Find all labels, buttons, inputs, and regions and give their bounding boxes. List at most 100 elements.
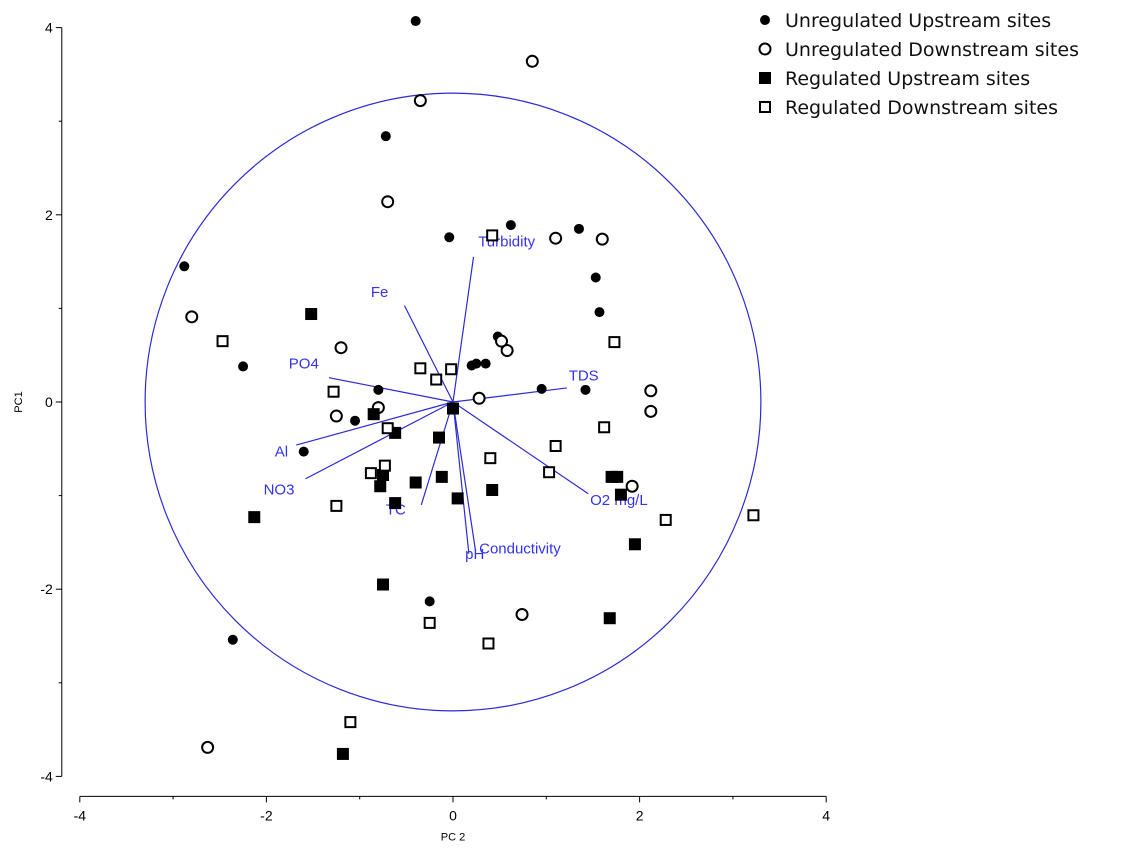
data-point [486, 229, 499, 242]
data-point [329, 409, 343, 423]
vector-turbidity [452, 256, 475, 403]
data-point [305, 308, 318, 321]
data-point [378, 459, 391, 472]
data-point [433, 431, 446, 444]
data-point [608, 336, 621, 349]
data-point [238, 361, 249, 372]
data-point [334, 341, 348, 355]
data-point [336, 747, 349, 760]
x-tick-label: -4 [74, 807, 87, 823]
correlation-circle-layer [144, 92, 762, 712]
data-point [298, 446, 309, 457]
legend-label: Regulated Downstream sites [785, 97, 1058, 119]
data-point [330, 499, 343, 512]
vector-label: Al [275, 443, 288, 460]
x-axis-title: PC 2 [441, 831, 465, 843]
data-point [580, 384, 591, 395]
data-point [423, 616, 436, 629]
legend-label: Regulated Upstream sites [785, 68, 1030, 90]
vector-label: Conductivity [479, 541, 561, 558]
data-point [447, 402, 459, 415]
data-point [179, 261, 190, 272]
vector-tds [452, 387, 567, 403]
data-point [614, 488, 627, 501]
data-point [495, 334, 509, 348]
data-point [482, 637, 495, 650]
axes: 4 2 0 -2 -4 -4 -2 0 2 4 PC 2 PC1 [13, 20, 830, 844]
data-point [543, 466, 556, 479]
data-point [500, 344, 514, 358]
data-point [484, 452, 497, 465]
vector-po4 [328, 377, 454, 403]
vector-layer: TurbidityFePO4TDSAlNO3TCpHConductivityO2… [264, 234, 648, 564]
data-point [444, 232, 455, 243]
data-point [435, 470, 448, 483]
data-point [595, 232, 609, 246]
data-point [409, 476, 422, 489]
data-point [381, 422, 394, 435]
data-point [525, 54, 539, 68]
vector-al [296, 401, 454, 446]
x-tick-label: 2 [636, 807, 644, 823]
y-tick-label: 0 [45, 394, 53, 410]
data-point [598, 421, 611, 434]
data-point [644, 384, 658, 398]
vector-conductivity [452, 401, 476, 550]
data-point [505, 220, 516, 231]
data-point [549, 231, 563, 245]
data-point [430, 373, 443, 386]
data-point [344, 716, 357, 729]
legend-marker [759, 101, 771, 113]
data-point [377, 578, 390, 591]
y-axis-title: PC1 [13, 391, 25, 412]
data-point [327, 385, 340, 398]
vector-label: Fe [371, 284, 389, 301]
y-tick-label: -4 [40, 768, 53, 784]
legend: Unregulated Upstream sites Unregulated Do… [758, 10, 1079, 119]
vector-o2-mg-l [452, 401, 589, 495]
data-point [389, 497, 402, 510]
data-point [414, 362, 427, 375]
vector-label: TDS [569, 367, 599, 384]
data-point [381, 195, 395, 209]
data-point [248, 511, 261, 524]
data-point [747, 509, 760, 522]
vector-label: pH [465, 546, 484, 563]
y-tick-label: 4 [45, 20, 53, 36]
vector-label: NO3 [264, 482, 295, 499]
data-point [185, 310, 199, 324]
x-tick-label: 0 [449, 807, 457, 823]
data-point [659, 513, 672, 526]
data-point [573, 223, 584, 234]
data-point [603, 612, 616, 625]
data-point [410, 16, 421, 27]
data-point [216, 335, 229, 348]
vector-label: PO4 [289, 355, 319, 372]
data-point [413, 94, 427, 108]
data-point [451, 492, 464, 505]
data-point [380, 131, 391, 142]
y-tick-label: -2 [40, 581, 53, 597]
x-tick-label: -2 [260, 807, 273, 823]
data-point [515, 607, 529, 621]
data-point [594, 307, 605, 318]
data-point [471, 358, 482, 369]
legend-label: Unregulated Downstream sites [785, 39, 1079, 61]
y-tick-label: 2 [45, 207, 53, 223]
data-point [644, 404, 658, 418]
legend-marker [758, 42, 772, 56]
vector-fe [403, 305, 454, 403]
vector-tc [420, 401, 454, 506]
data-point [486, 483, 499, 496]
legend-marker [760, 15, 770, 25]
data-point [536, 383, 547, 394]
vector-no3 [305, 401, 454, 480]
data-point [364, 467, 377, 480]
data-point [374, 480, 387, 493]
data-point [373, 384, 384, 395]
data-point [472, 391, 486, 405]
data-point [424, 596, 435, 607]
data-point [377, 469, 390, 482]
data-point [350, 415, 361, 426]
legend-marker [759, 72, 771, 84]
